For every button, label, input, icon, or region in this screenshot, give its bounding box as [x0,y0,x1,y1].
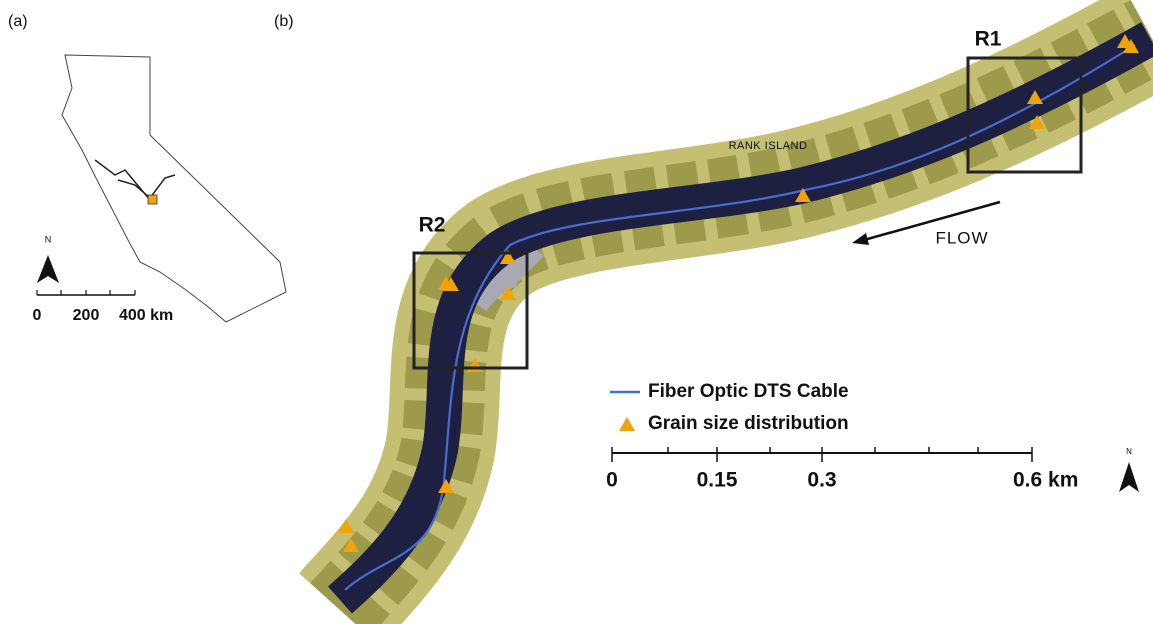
reach-label: R2 [419,214,446,237]
scale-label: 0.15 [697,469,738,492]
legend-label: Grain size distribution [648,413,849,434]
panel-label: (b) [274,13,294,30]
reach-label: R1 [975,28,1002,51]
legend-label: Fiber Optic DTS Cable [648,381,849,402]
study-site [148,195,157,204]
flow-arrowhead [852,233,869,245]
scale-label: 0 [606,469,618,492]
scale-label: 0 [33,307,42,324]
scale-label: 0.3 [807,469,836,492]
north-label: N [45,234,52,244]
aerial-image [340,35,1150,610]
north-label: N [1126,447,1132,456]
state-outline [62,55,286,322]
scale-ticks [612,447,1032,462]
panel-label: (a) [8,13,28,30]
place-label: RANK ISLAND [729,140,808,152]
north-arrow [1119,462,1139,492]
river-network [95,160,175,200]
flow-label: FLOW [935,228,988,247]
scale-label: 200 [73,307,100,324]
scale-label: 400 km [119,307,173,324]
north-arrow [37,255,59,283]
scale-label: 0.6 km [1013,469,1078,492]
legend-marker [619,417,635,431]
figure: (a) N 0 200 400 km (b) R1 R2 RANK ISLAND… [0,0,1153,624]
